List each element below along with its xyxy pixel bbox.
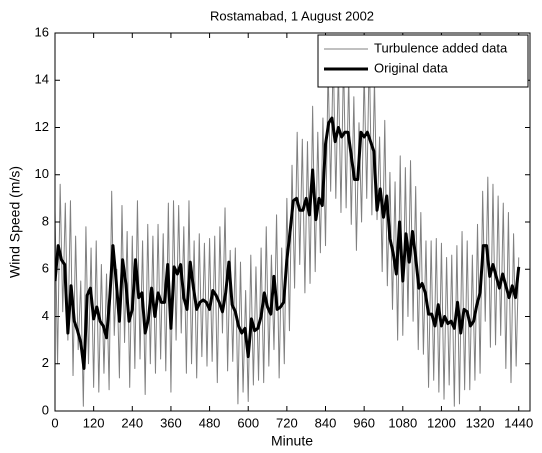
- x-tick-label: 960: [353, 415, 375, 430]
- chart-title: Rostamabad, 1 August 2002: [210, 8, 374, 23]
- y-axis-label: Wind Speed (m/s): [7, 166, 23, 278]
- legend-box: [317, 34, 529, 88]
- y-tick-label: 0: [42, 402, 49, 417]
- x-tick-label: 120: [83, 415, 105, 430]
- x-tick-label: 480: [199, 415, 221, 430]
- y-tick-label: 12: [35, 119, 49, 134]
- y-tick-label: 4: [42, 308, 49, 323]
- y-tick-label: 6: [42, 261, 49, 276]
- series-line: [55, 49, 520, 407]
- x-tick-label: 1200: [427, 415, 456, 430]
- legend-label: Turbulence added data: [374, 40, 508, 55]
- x-tick-label: 0: [51, 415, 58, 430]
- x-tick-label: 240: [121, 415, 143, 430]
- x-tick-label: 1080: [388, 415, 417, 430]
- y-tick-label: 14: [35, 72, 49, 87]
- x-tick-label: 1440: [504, 415, 533, 430]
- x-axis-label: Minute: [271, 433, 313, 449]
- series-line: [55, 116, 521, 370]
- y-tick-label: 10: [35, 166, 49, 181]
- y-tick-label: 8: [42, 213, 49, 228]
- y-tick-label: 2: [42, 355, 49, 370]
- y-tick-label: 16: [35, 24, 49, 39]
- x-tick-label: 840: [315, 415, 337, 430]
- x-tick-label: 1320: [466, 415, 495, 430]
- x-tick-label: 360: [160, 415, 182, 430]
- x-tick-label: 720: [276, 415, 298, 430]
- x-tick-label: 600: [237, 415, 259, 430]
- legend-label: Original data: [374, 60, 448, 75]
